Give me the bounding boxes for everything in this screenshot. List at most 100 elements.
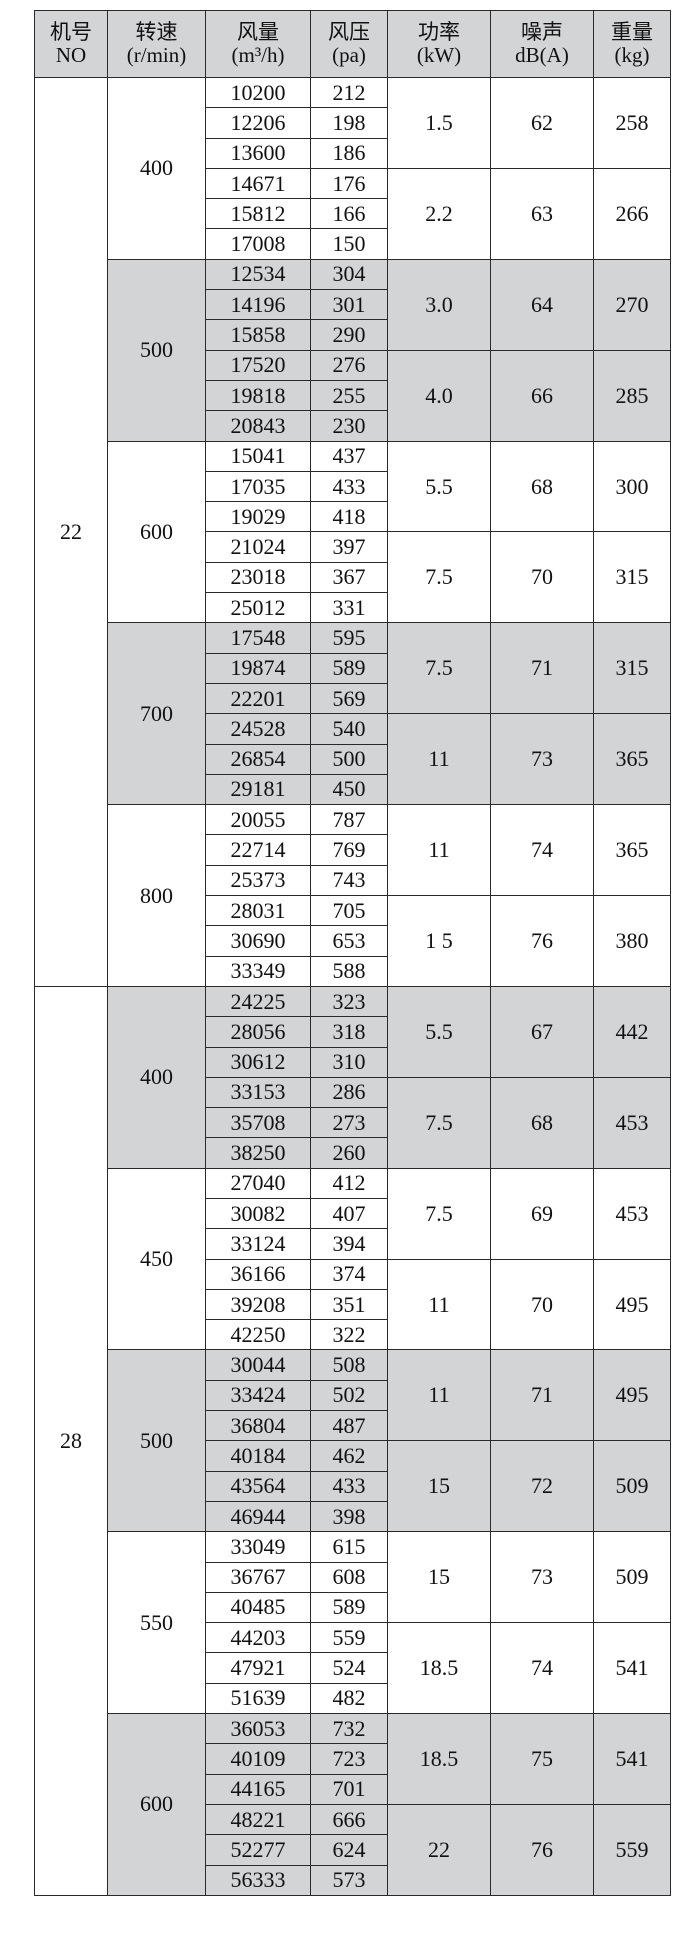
table-row: 600 15041 437 5.5 68 300 — [35, 440, 671, 624]
airflow-cell: 44203 — [205, 1622, 311, 1654]
airflow-cell: 19874 — [205, 652, 311, 684]
pressure-cell: 398 — [310, 1500, 388, 1533]
table-row: 28 400 24225 323 5.5 67 442 — [34, 985, 671, 1896]
weight-cell: 285 — [593, 349, 671, 442]
power-cell: 5.5 — [387, 985, 491, 1078]
speed-cell: 800 — [107, 804, 206, 987]
noise-cell: 68 — [490, 1076, 594, 1169]
airflow-cell: 22201 — [205, 682, 311, 715]
noise-cell: 71 — [490, 1349, 594, 1442]
pressure-cell: 608 — [310, 1561, 388, 1593]
pressure-cell: 304 — [310, 258, 388, 291]
airflow-cell: 17520 — [205, 349, 311, 381]
table-row: 500 30044 508 11 71 495 — [35, 1349, 671, 1533]
airflow-cell: 33124 — [205, 1228, 311, 1260]
airflow-cell: 17548 — [205, 622, 311, 654]
airflow-cell: 30044 — [205, 1349, 311, 1381]
table-row: 19818 255 — [35, 379, 671, 412]
table-row: 24528 540 11 73 365 — [35, 713, 671, 806]
pressure-cell: 323 — [310, 985, 388, 1018]
airflow-cell: 33424 — [205, 1379, 311, 1412]
weight-cell: 266 — [593, 167, 671, 260]
weight-cell: 453 — [593, 1076, 671, 1169]
header-title: 机号 — [50, 20, 92, 44]
airflow-cell: 24528 — [205, 713, 311, 745]
weight-cell: 258 — [593, 77, 671, 169]
table-row: 19029 418 — [35, 501, 671, 533]
airflow-cell: 26854 — [205, 743, 311, 775]
pressure-cell: 653 — [310, 925, 388, 957]
airflow-cell: 56333 — [205, 1864, 311, 1896]
table-row: 33124 394 — [35, 1228, 671, 1260]
weight-cell: 559 — [593, 1803, 671, 1896]
pressure-cell: 487 — [310, 1410, 388, 1442]
weight-cell: 300 — [593, 440, 671, 533]
pressure-cell: 524 — [310, 1652, 388, 1684]
pressure-cell: 508 — [310, 1349, 388, 1381]
pressure-cell: 437 — [310, 440, 388, 472]
table-row: 52277 624 — [35, 1834, 671, 1866]
speed-cell: 500 — [107, 1349, 206, 1533]
pressure-cell: 482 — [310, 1682, 388, 1715]
pressure-cell: 573 — [310, 1864, 388, 1896]
table-row: 14671 176 2.2 63 266 — [35, 167, 671, 260]
airflow-cell: 10200 — [205, 76, 311, 109]
table-row: 17035 433 — [35, 470, 671, 503]
noise-cell: 66 — [490, 349, 594, 442]
power-cell: 7.5 — [387, 531, 491, 624]
power-cell: 15 — [387, 1531, 491, 1624]
pressure-cell: 212 — [310, 76, 388, 109]
airflow-cell: 15812 — [205, 198, 311, 230]
table-row: 22201 569 — [35, 682, 671, 715]
pressure-cell: 322 — [310, 1319, 388, 1351]
header-title: 重量 — [611, 20, 653, 44]
pressure-cell: 230 — [310, 410, 388, 442]
weight-cell: 453 — [593, 1167, 671, 1260]
pressure-cell: 301 — [310, 289, 388, 321]
table-row: 21024 397 7.5 70 315 — [35, 531, 671, 624]
speed-cell: 700 — [107, 622, 206, 806]
header-pressure: 风压 (pa) — [310, 10, 388, 78]
airflow-cell: 15858 — [205, 319, 311, 351]
airflow-cell: 33049 — [205, 1531, 311, 1563]
pressure-cell: 255 — [310, 379, 388, 412]
noise-cell: 71 — [490, 622, 594, 715]
weight-cell: 541 — [593, 1622, 671, 1715]
pressure-cell: 450 — [310, 773, 388, 806]
header-unit: (pa) — [332, 43, 366, 67]
airflow-cell: 13600 — [205, 137, 311, 169]
pressure-cell: 397 — [310, 531, 388, 563]
power-cell: 11 — [387, 1349, 491, 1442]
fan-performance-table: 机号 NO 转速 (r/min) 风量 (m³/h) 风压 (pa) 功率 (kW) 噪声… — [34, 10, 671, 1896]
header-airflow: 风量 (m³/h) — [205, 10, 311, 78]
airflow-cell: 52277 — [205, 1834, 311, 1866]
noise-cell: 68 — [490, 440, 594, 533]
power-cell: 15 — [387, 1440, 491, 1533]
pressure-cell: 150 — [310, 228, 388, 260]
airflow-cell: 17035 — [205, 470, 311, 503]
airflow-cell: 27040 — [205, 1167, 311, 1199]
table-row: 30082 407 — [35, 1197, 671, 1230]
table-row: 56333 573 — [35, 1864, 671, 1896]
table-row: 36804 487 — [35, 1410, 671, 1442]
header-unit: (kg) — [614, 43, 650, 67]
power-cell: 18.5 — [387, 1713, 491, 1805]
pressure-cell: 276 — [310, 349, 388, 381]
airflow-cell: 19818 — [205, 379, 311, 412]
weight-cell: 365 — [593, 713, 671, 806]
header-noise: 噪声 dB(A) — [490, 10, 594, 78]
power-cell: 18.5 — [387, 1622, 491, 1715]
machine-no-cell: 28 — [34, 985, 108, 1896]
airflow-cell: 15041 — [205, 440, 311, 472]
airflow-cell: 25373 — [205, 864, 311, 897]
airflow-cell: 44165 — [205, 1773, 311, 1805]
noise-cell: 69 — [490, 1167, 594, 1260]
airflow-cell: 23018 — [205, 561, 311, 594]
noise-cell: 76 — [490, 895, 594, 987]
airflow-cell: 12534 — [205, 258, 311, 291]
pressure-cell: 351 — [310, 1288, 388, 1321]
airflow-cell: 24225 — [205, 985, 311, 1018]
pressure-cell: 624 — [310, 1834, 388, 1866]
power-cell: 3.0 — [387, 258, 491, 351]
pressure-cell: 595 — [310, 622, 388, 654]
